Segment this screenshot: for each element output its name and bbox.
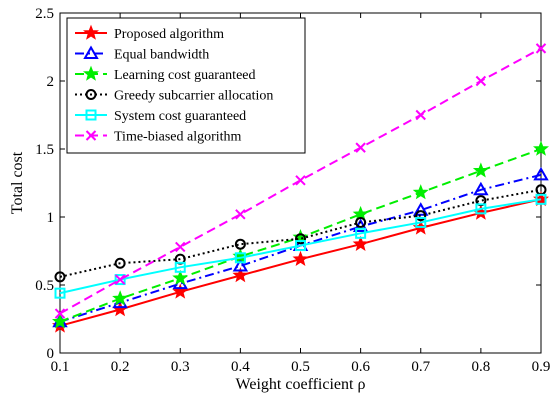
data-point: [295, 233, 306, 245]
data-point: [172, 269, 189, 285]
series-system-cost-guaranteed: [54, 193, 547, 299]
x-marker-stroke: [295, 175, 306, 186]
x-tick-label: 0.2: [111, 359, 130, 375]
data-point: [295, 240, 306, 252]
legend-box: [66, 17, 306, 154]
data-point: [412, 184, 429, 200]
series-line: [59, 198, 542, 295]
square-marker: [85, 109, 97, 121]
data-point: [172, 283, 189, 299]
data-point: [533, 140, 549, 156]
data-point: [413, 202, 429, 216]
x-marker-stroke: [54, 308, 66, 319]
data-point: [355, 216, 367, 228]
data-point: [473, 181, 489, 196]
data-point: [112, 290, 129, 306]
x-marker-stroke: [355, 142, 366, 153]
series-line: [59, 173, 542, 323]
data-point: [234, 252, 246, 264]
x-marker-stroke: [235, 209, 246, 220]
legend-item: Learning cost guaranteed: [75, 65, 256, 83]
series-time-biased-algorithm: [54, 43, 547, 319]
triangle-marker: [83, 45, 99, 59]
data-point: [54, 271, 66, 283]
x-tick-label: 0.7: [411, 359, 430, 375]
data-point: [533, 166, 549, 181]
data-point: [475, 75, 487, 87]
x-tick-label: 0.3: [171, 359, 190, 375]
data-point: [415, 109, 426, 121]
y-tick-label: 1.5: [35, 142, 54, 158]
x-marker-stroke: [415, 109, 426, 121]
data-point: [174, 261, 186, 273]
x-marker-stroke: [85, 130, 97, 141]
series-greedy-subcarrier-allocation: [54, 184, 547, 283]
star-marker: [83, 65, 99, 81]
data-point: [295, 175, 306, 186]
series-layer: [52, 43, 549, 333]
data-point: [535, 43, 547, 54]
x-marker-stroke: [535, 43, 547, 54]
data-point: [292, 250, 309, 266]
data-point: [54, 287, 66, 299]
data-point: [475, 203, 487, 215]
y-tick-label: 0.5: [35, 278, 54, 294]
y-tick-label: 2: [47, 74, 55, 90]
data-point: [234, 238, 246, 250]
x-tick-label: 0.1: [51, 359, 70, 375]
data-point: [114, 274, 126, 286]
axis-ticks: 0.1 0.2 0.3 0.4 0.5 0.6 0.7 0.8 0.9 0 0.5 1 1.5 2 2.5: [35, 6, 550, 375]
data-point: [535, 193, 547, 205]
data-point: [355, 142, 366, 153]
x-tick-label: 0.8: [472, 359, 491, 375]
data-point: [232, 257, 249, 272]
circle-marker: [85, 89, 97, 100]
data-point: [52, 313, 68, 329]
y-tick-label: 0: [47, 346, 55, 362]
data-point: [472, 162, 489, 178]
data-point: [114, 274, 126, 285]
series-line: [59, 188, 542, 278]
series-learning-cost-guaranteed: [52, 140, 549, 329]
data-point: [415, 210, 427, 222]
data-point: [415, 216, 427, 228]
data-point: [175, 241, 186, 253]
x-marker-stroke: [114, 274, 126, 285]
series-proposed-algorithm: [52, 190, 549, 333]
data-point: [235, 209, 246, 220]
data-point: [54, 308, 66, 319]
data-point: [114, 257, 126, 269]
legend-label: Learning cost guaranteed: [114, 68, 256, 83]
x-marker-stroke: [175, 241, 186, 253]
legend-label: System cost guaranteed: [114, 109, 246, 124]
y-tick-label: 1: [47, 210, 55, 226]
legend-item: Time-biased algorithm: [75, 130, 242, 145]
x-tick-label: 0.4: [231, 359, 250, 375]
legend: Proposed algorithm Equal bandwidth Learnin…: [66, 17, 306, 154]
data-point: [355, 227, 367, 239]
x-marker: [85, 130, 97, 141]
x-tick-label: 0.5: [291, 359, 310, 375]
legend-label: Proposed algorithm: [114, 27, 224, 42]
legend-label: Equal bandwidth: [114, 48, 209, 63]
x-tick-label: 0.6: [351, 359, 370, 375]
x-marker-stroke: [475, 75, 487, 87]
legend-label: Time-biased algorithm: [114, 130, 242, 145]
star-marker: [83, 24, 99, 40]
data-point: [352, 235, 369, 251]
x-axis-label: Weight coefficient ρ: [236, 376, 366, 393]
legend-label: Greedy subcarrier allocation: [114, 89, 273, 104]
legend-item: System cost guaranteed: [75, 109, 246, 124]
y-tick-label: 2.5: [35, 6, 54, 22]
y-axis-label: Total cost: [9, 151, 26, 214]
series-equal-bandwidth: [52, 166, 549, 328]
data-point: [232, 267, 249, 283]
legend-item: Proposed algorithm: [75, 24, 224, 42]
x-tick-label: 0.9: [532, 359, 551, 375]
legend-item: Greedy subcarrier allocation: [75, 89, 273, 104]
legend-item: Equal bandwidth: [75, 45, 209, 63]
